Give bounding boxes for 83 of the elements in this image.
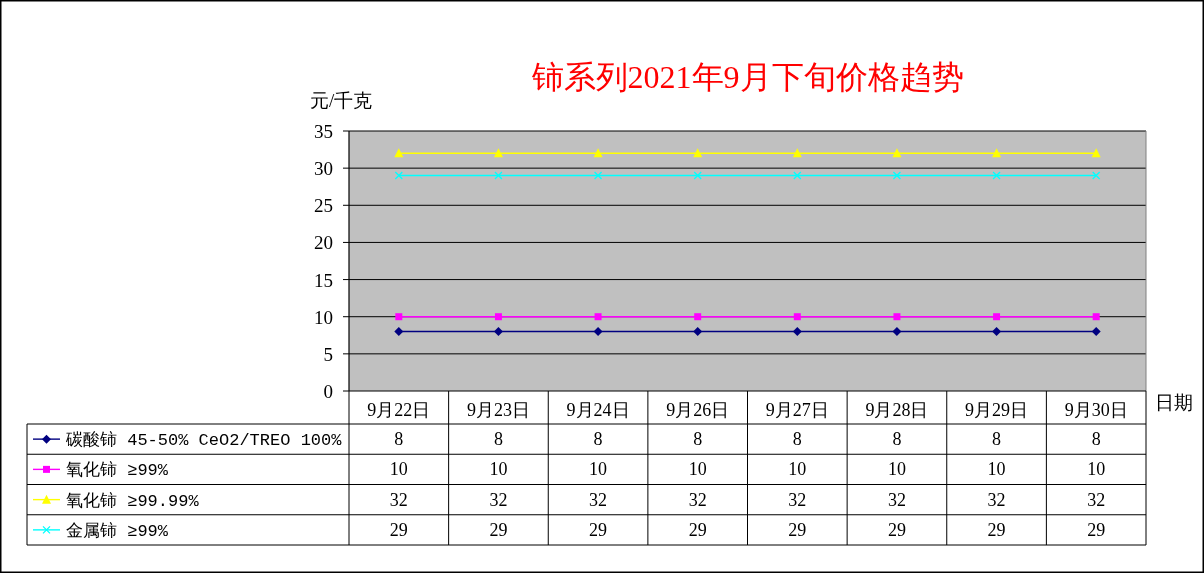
point xyxy=(893,313,901,321)
data-label: 29 xyxy=(489,519,508,540)
point xyxy=(1092,313,1100,321)
data-label: 29 xyxy=(987,519,1006,540)
y-tick-label: 30 xyxy=(314,158,333,180)
data-label: 8 xyxy=(493,429,503,450)
point xyxy=(394,327,404,337)
data-label: 29 xyxy=(887,519,906,540)
data-label: 29 xyxy=(389,519,408,540)
data-label: 8 xyxy=(394,429,404,450)
point xyxy=(793,313,801,321)
point xyxy=(493,148,503,158)
point xyxy=(892,327,902,337)
data-label: 29 xyxy=(788,519,807,540)
data-label: 8 xyxy=(892,429,902,450)
legend-label: 碳酸铈 45-50% CeO2/TREO 100% xyxy=(65,430,343,451)
data-label: 10 xyxy=(489,459,508,480)
point xyxy=(395,313,403,321)
y-tick-label: 5 xyxy=(323,343,333,365)
x-tick-label: 9月22日 xyxy=(367,400,431,420)
data-label: 32 xyxy=(788,489,807,510)
legend-label: 氧化铈 ≥99.99% xyxy=(66,490,200,511)
y-tick-label: 20 xyxy=(314,232,333,254)
point xyxy=(992,148,1002,158)
ylabel: 元/千克 xyxy=(310,90,373,111)
data-label: 32 xyxy=(987,489,1006,510)
data-label: 8 xyxy=(992,429,1002,450)
data-label: 10 xyxy=(589,459,608,480)
point xyxy=(693,327,703,337)
x-tick-label: 9月29日 xyxy=(965,400,1029,420)
data-label: 29 xyxy=(1087,519,1106,540)
point xyxy=(992,327,1002,337)
data-label: 32 xyxy=(389,489,408,510)
data-label: 29 xyxy=(589,519,608,540)
x-tick-label: 9月26日 xyxy=(666,400,730,420)
data-label: 8 xyxy=(792,429,802,450)
data-label: 32 xyxy=(589,489,608,510)
point xyxy=(792,327,802,337)
x-tick-label: 9月24日 xyxy=(566,400,630,420)
data-label: 29 xyxy=(688,519,707,540)
point xyxy=(992,171,1001,180)
data-label: 32 xyxy=(489,489,508,510)
y-tick-label: 35 xyxy=(314,121,333,142)
data-label: 10 xyxy=(688,459,707,480)
point xyxy=(494,171,503,180)
point xyxy=(993,313,1001,321)
point xyxy=(593,171,603,180)
data-label: 10 xyxy=(887,459,906,480)
data-label: 32 xyxy=(887,489,906,510)
x-tick-label: 9月28日 xyxy=(865,400,929,420)
point xyxy=(593,327,603,337)
point xyxy=(594,313,602,321)
point xyxy=(394,171,403,180)
point xyxy=(593,148,603,158)
point xyxy=(793,171,802,180)
point xyxy=(694,313,702,321)
legend-label: 金属铈 ≥99% xyxy=(66,520,169,541)
point xyxy=(693,171,702,180)
data-label: 10 xyxy=(987,459,1006,480)
point xyxy=(494,313,502,321)
point xyxy=(892,171,902,180)
y-tick-label: 25 xyxy=(314,195,333,217)
legend-label: 氧化铈 ≥99% xyxy=(66,460,169,481)
point xyxy=(493,327,503,337)
point xyxy=(892,148,902,158)
data-label: 8 xyxy=(693,429,703,450)
data-label: 10 xyxy=(1087,459,1106,480)
data-label: 8 xyxy=(1091,429,1101,450)
data-label: 8 xyxy=(593,429,603,450)
data-label: 10 xyxy=(389,459,408,480)
point xyxy=(1091,327,1101,337)
x-tick-label: 9月30日 xyxy=(1064,400,1128,420)
data-label: 10 xyxy=(788,459,807,480)
y-tick-label: 10 xyxy=(314,306,333,328)
y-tick-label: 0 xyxy=(323,381,333,402)
title: 铈系列2021年9月下旬价格趋势 xyxy=(531,59,964,95)
y-tick-label: 15 xyxy=(314,269,333,291)
point xyxy=(1092,171,1101,180)
x-tick-label: 9月27日 xyxy=(765,400,829,420)
xlabel: 日期 xyxy=(1155,392,1193,413)
data-label: 32 xyxy=(688,489,707,510)
x-tick-label: 9月23日 xyxy=(466,400,530,420)
data-label: 32 xyxy=(1087,489,1106,510)
